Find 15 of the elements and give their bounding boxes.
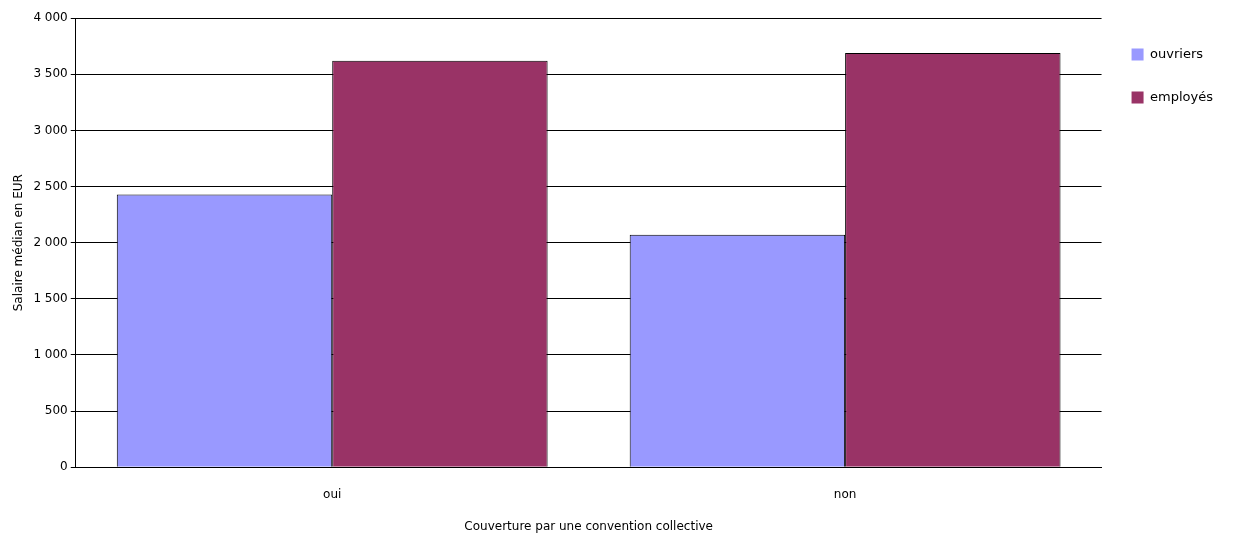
y-tick-label: 3 000 bbox=[33, 122, 68, 137]
y-tick-label: 2 500 bbox=[33, 178, 68, 193]
x-tick-label: non bbox=[833, 486, 857, 501]
y-tick-label: 1 000 bbox=[33, 347, 68, 362]
y-tick-label: 0 bbox=[60, 459, 68, 474]
x-tick-label: oui bbox=[323, 486, 342, 501]
y-tick-label: 4 000 bbox=[33, 10, 68, 25]
y-tick-label: 2 000 bbox=[33, 234, 68, 249]
legend-label: employés bbox=[1150, 88, 1214, 104]
legend-label: ouvriers bbox=[1150, 45, 1204, 61]
y-tick-label: 3 500 bbox=[33, 66, 68, 81]
y-tick-label: 500 bbox=[44, 403, 68, 418]
y-axis-title: Salaire médian en EUR bbox=[11, 174, 26, 312]
y-tick-label: 1 500 bbox=[33, 290, 68, 305]
x-axis-title: Couverture par une convention collective bbox=[464, 518, 713, 533]
